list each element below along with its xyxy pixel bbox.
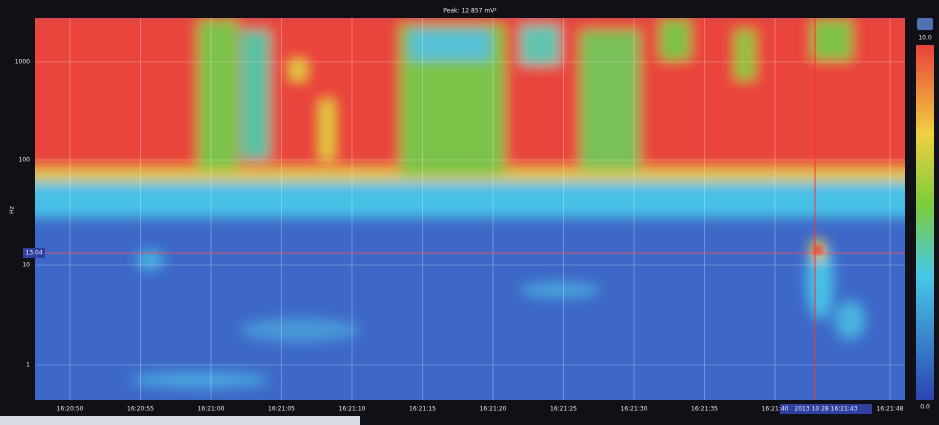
y-tick-label: 100 (19, 157, 31, 164)
title: Peak: 12.857 mV² (443, 8, 497, 15)
heatmap (35, 18, 905, 400)
x-tick-label: 16:21:25 (550, 406, 577, 413)
colorbar-bottom-label: 0.0 (920, 404, 930, 411)
colorbar-top-label: 10.0 (918, 35, 932, 42)
x-tick-label: 16:21:05 (268, 406, 295, 413)
x-tick-label: 16:21:20 (480, 406, 507, 413)
x-tick-label: 16:20:50 (57, 406, 84, 413)
y-tick-label: 1000 (15, 59, 30, 66)
colorbar (916, 45, 934, 400)
status-bar (0, 416, 360, 425)
settings-button[interactable] (917, 18, 933, 30)
y-tick-label: 1 (26, 362, 30, 369)
x-tick-label: 16:21:00 (198, 406, 225, 413)
x-tick-label: 16:21:10 (339, 406, 366, 413)
x-tick-label: 16:21:30 (621, 406, 648, 413)
grid (35, 18, 905, 400)
cursor-y-box (23, 248, 45, 258)
y-tick-label: 10 (22, 262, 30, 269)
x-tick-label: 16:21:40 (762, 406, 789, 413)
cursor-x-label: 2013 10 28 16:21:43 (794, 406, 857, 413)
cursor-y-label: 13.04 (25, 250, 42, 257)
x-tick-label: 16:21:15 (409, 406, 436, 413)
x-tick-label: 16:21:35 (691, 406, 718, 413)
x-tick-label: 16:21:48 (877, 406, 904, 413)
x-tick-label: 16:20:55 (127, 406, 154, 413)
cursor-x-box (780, 404, 872, 414)
y-axis-label: Hz (9, 206, 16, 214)
